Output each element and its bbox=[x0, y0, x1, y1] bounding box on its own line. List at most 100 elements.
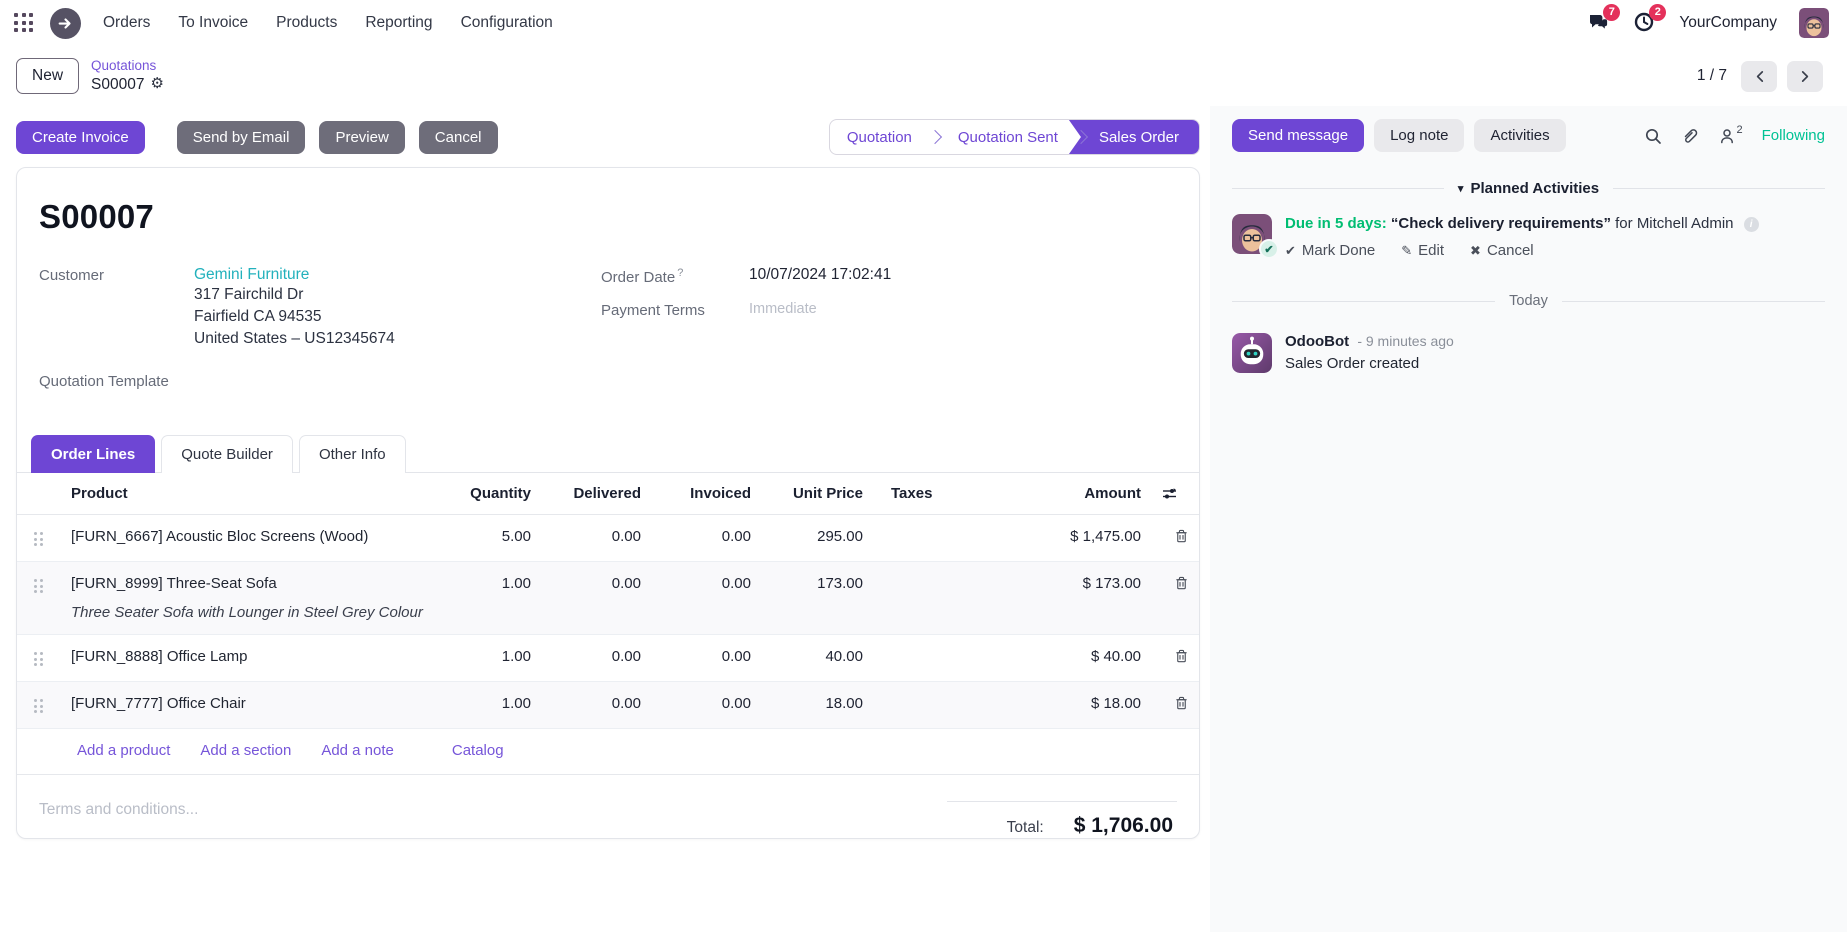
user-avatar[interactable] bbox=[1799, 8, 1829, 38]
drag-handle-icon[interactable] bbox=[33, 699, 45, 713]
followers-icon[interactable]: 2 bbox=[1718, 124, 1743, 145]
line-product-cell[interactable]: [FURN_6667] Acoustic Bloc Screens (Wood) bbox=[61, 514, 436, 562]
drag-handle-icon[interactable] bbox=[33, 579, 45, 593]
activities-button[interactable]: Activities bbox=[1474, 119, 1566, 152]
preview-button[interactable]: Preview bbox=[319, 120, 405, 154]
nav-menu-to-invoice[interactable]: To Invoice bbox=[178, 14, 249, 31]
create-invoice-button[interactable]: Create Invoice bbox=[16, 120, 145, 154]
column-header-unit-price[interactable]: Unit Price bbox=[761, 473, 873, 515]
messages-icon[interactable]: 7 bbox=[1587, 4, 1621, 35]
line-taxes-cell[interactable] bbox=[873, 561, 1023, 635]
nav-menu-configuration[interactable]: Configuration bbox=[460, 14, 553, 31]
customer-address-line: Fairfield CA 94535 bbox=[194, 308, 322, 325]
line-product-cell[interactable]: [FURN_8888] Office Lamp bbox=[61, 634, 436, 682]
customer-field: Gemini Furniture 317 Fairchild Dr Fairfi… bbox=[194, 266, 395, 350]
today-divider: Today bbox=[1232, 293, 1826, 309]
pager-previous-button[interactable] bbox=[1741, 60, 1777, 92]
delete-line-icon[interactable] bbox=[1174, 648, 1189, 664]
message-author[interactable]: OdooBot bbox=[1285, 333, 1350, 351]
status-step-sales-order[interactable]: Sales Order bbox=[1068, 120, 1199, 154]
tab-other-info[interactable]: Other Info bbox=[298, 435, 406, 473]
company-switcher[interactable]: YourCompany bbox=[1679, 14, 1777, 31]
nav-menu-orders[interactable]: Orders bbox=[103, 14, 151, 31]
cancel-button[interactable]: Cancel bbox=[418, 120, 498, 154]
line-taxes-cell[interactable] bbox=[873, 681, 1023, 729]
line-quantity-cell[interactable]: 1.00 bbox=[436, 561, 541, 635]
new-button[interactable]: New bbox=[16, 58, 80, 94]
status-step-quotation[interactable]: Quotation bbox=[846, 128, 912, 146]
column-header-amount[interactable]: Amount bbox=[1023, 473, 1151, 515]
line-unit-price-cell[interactable]: 18.00 bbox=[761, 681, 873, 729]
order-line-row: [FURN_8999] Three-Seat Sofa Three Seater… bbox=[17, 561, 1199, 635]
chatter-panel: Send message Log note Activities 2 Follo… bbox=[1210, 106, 1847, 932]
line-unit-price-cell[interactable]: 295.00 bbox=[761, 514, 873, 562]
attachments-icon[interactable] bbox=[1681, 127, 1699, 145]
search-messages-icon[interactable] bbox=[1644, 127, 1662, 145]
breadcrumb-quotations[interactable]: Quotations bbox=[91, 57, 157, 73]
optional-columns-icon[interactable] bbox=[1161, 486, 1189, 502]
column-header-product[interactable]: Product bbox=[61, 473, 436, 515]
add-a-product-link[interactable]: Add a product bbox=[77, 742, 171, 759]
apps-menu-icon[interactable] bbox=[14, 13, 34, 33]
send-message-button[interactable]: Send message bbox=[1232, 119, 1365, 152]
payment-terms-field[interactable]: Immediate bbox=[749, 301, 817, 317]
catalog-link[interactable]: Catalog bbox=[451, 742, 504, 759]
delete-line-icon[interactable] bbox=[1174, 528, 1189, 544]
edit-activity-button[interactable]: ✎ Edit bbox=[1401, 242, 1444, 259]
drag-handle-icon[interactable] bbox=[33, 532, 45, 546]
nav-menu-products[interactable]: Products bbox=[276, 14, 338, 31]
line-invoiced-cell[interactable]: 0.00 bbox=[651, 634, 761, 682]
line-invoiced-cell[interactable]: 0.00 bbox=[651, 681, 761, 729]
delete-line-icon[interactable] bbox=[1174, 695, 1189, 711]
sales-app-icon[interactable] bbox=[50, 7, 81, 39]
line-quantity-cell[interactable]: 1.00 bbox=[436, 634, 541, 682]
status-step-quotation-sent[interactable]: Quotation Sent bbox=[957, 128, 1058, 146]
mark-done-button[interactable]: ✔ Mark Done bbox=[1285, 242, 1375, 259]
line-unit-price-cell[interactable]: 40.00 bbox=[761, 634, 873, 682]
line-quantity-cell[interactable]: 5.00 bbox=[436, 514, 541, 562]
planned-activities-title[interactable]: ▾ Planned Activities bbox=[1458, 180, 1599, 197]
log-note-button[interactable]: Log note bbox=[1374, 119, 1465, 152]
line-taxes-cell[interactable] bbox=[873, 514, 1023, 562]
column-header-delivered[interactable]: Delivered bbox=[541, 473, 651, 515]
following-toggle[interactable]: Following bbox=[1761, 127, 1825, 144]
line-delivered-cell[interactable]: 0.00 bbox=[541, 514, 651, 562]
line-invoiced-cell[interactable]: 0.00 bbox=[651, 561, 761, 635]
control-panel: New Quotations S00007 ⚙ 1 / 7 bbox=[0, 46, 1847, 106]
tab-quote-builder[interactable]: Quote Builder bbox=[161, 435, 293, 473]
tab-order-lines[interactable]: Order Lines bbox=[31, 435, 156, 473]
line-delivered-cell[interactable]: 0.00 bbox=[541, 561, 651, 635]
activity-avatar: ✔ bbox=[1232, 214, 1279, 259]
delete-line-icon[interactable] bbox=[1174, 575, 1189, 591]
order-lines-table: Product Quantity Delivered Invoiced Unit… bbox=[17, 473, 1199, 729]
gear-icon[interactable]: ⚙ bbox=[150, 75, 164, 93]
line-quantity-cell[interactable]: 1.00 bbox=[436, 681, 541, 729]
line-product-cell[interactable]: [FURN_7777] Office Chair bbox=[61, 681, 436, 729]
nav-menu-reporting[interactable]: Reporting bbox=[365, 14, 433, 31]
add-a-section-link[interactable]: Add a section bbox=[200, 742, 292, 759]
terms-and-conditions-input[interactable]: Terms and conditions... bbox=[39, 801, 199, 818]
customer-link[interactable]: Gemini Furniture bbox=[194, 266, 310, 283]
pager-next-button[interactable] bbox=[1787, 60, 1823, 92]
activity-info-icon[interactable]: i bbox=[1743, 217, 1759, 233]
drag-handle-icon[interactable] bbox=[33, 652, 45, 666]
activities-icon[interactable]: 2 bbox=[1633, 4, 1667, 35]
line-delivered-cell[interactable]: 0.00 bbox=[541, 634, 651, 682]
cancel-activity-button[interactable]: ✖ Cancel bbox=[1470, 242, 1534, 259]
notebook-tabs: Order Lines Quote Builder Other Info bbox=[17, 435, 1199, 473]
activity-due-date: Due in 5 days: bbox=[1285, 215, 1387, 232]
line-taxes-cell[interactable] bbox=[873, 634, 1023, 682]
chatter-icons: 2 Following bbox=[1644, 124, 1825, 145]
line-invoiced-cell[interactable]: 0.00 bbox=[651, 514, 761, 562]
line-product-cell[interactable]: [FURN_8999] Three-Seat Sofa Three Seater… bbox=[61, 561, 436, 635]
column-header-taxes[interactable]: Taxes bbox=[873, 473, 1023, 515]
add-a-note-link[interactable]: Add a note bbox=[321, 742, 394, 759]
send-by-email-button[interactable]: Send by Email bbox=[176, 120, 306, 154]
total-label: Total: bbox=[1006, 819, 1044, 836]
line-unit-price-cell[interactable]: 173.00 bbox=[761, 561, 873, 635]
form-area: Create Invoice Send by Email Preview Can… bbox=[0, 106, 1210, 932]
order-date-field[interactable]: 10/07/2024 17:02:41 bbox=[749, 266, 892, 283]
line-delivered-cell[interactable]: 0.00 bbox=[541, 681, 651, 729]
column-header-quantity[interactable]: Quantity bbox=[436, 473, 541, 515]
column-header-invoiced[interactable]: Invoiced bbox=[651, 473, 761, 515]
